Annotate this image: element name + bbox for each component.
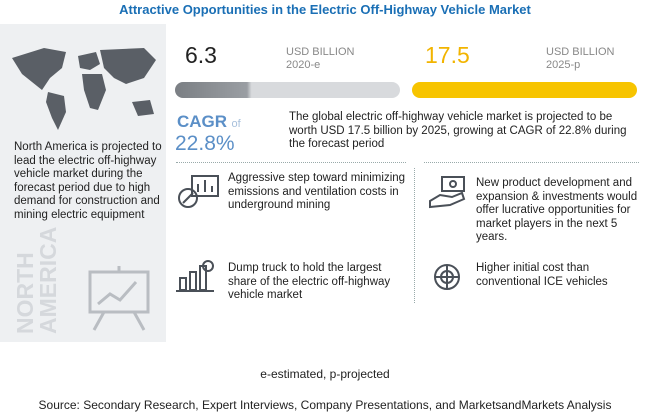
emission-icon [178, 175, 219, 208]
cagr: CAGR of [177, 112, 241, 132]
unit: USD BILLION 2020-e [286, 46, 354, 72]
point: Aggressive step toward minimizing emissi… [228, 172, 406, 211]
left-panel: North America is projected to lead the e… [0, 24, 166, 342]
cagr-label: CAGR [177, 112, 228, 131]
bar-2025 [412, 82, 637, 98]
point: New product development and expansion & … [476, 177, 638, 243]
separator [424, 162, 639, 163]
cagr-description: The global electric off-highway vehicle … [289, 111, 627, 150]
separator [176, 162, 406, 163]
separator [414, 168, 415, 303]
point: Higher initial cost than conventional IC… [476, 262, 608, 288]
world-map [12, 48, 156, 130]
value-2025: 17.5 [425, 42, 470, 68]
unit: USD BILLION 2025-p [546, 46, 614, 72]
cost-icon [434, 264, 460, 290]
unit-text: USD BILLION [546, 46, 615, 58]
unit-text: USD BILLION [286, 46, 355, 58]
investment-icon [429, 176, 466, 209]
point: Dump truck to hold the largest share of … [228, 262, 391, 301]
presentation-icon [88, 266, 150, 331]
title: Attractive Opportunities in the Electric… [119, 2, 531, 17]
chart-icon [176, 260, 214, 292]
cagr-value: 22.8% [175, 132, 235, 155]
year-text: 2020-e [286, 59, 321, 71]
source: Source: Secondary Research, Expert Inter… [38, 398, 612, 412]
cagr-of: of [231, 118, 241, 130]
value-2020: 6.3 [185, 42, 217, 68]
footnote: e-estimated, p-projected [260, 367, 390, 381]
year-text: 2025-p [546, 59, 581, 71]
bar-2020 [175, 82, 400, 98]
region-label: NORTH AMERICA [12, 226, 61, 334]
left-text: North America is projected to lead the e… [14, 141, 162, 221]
